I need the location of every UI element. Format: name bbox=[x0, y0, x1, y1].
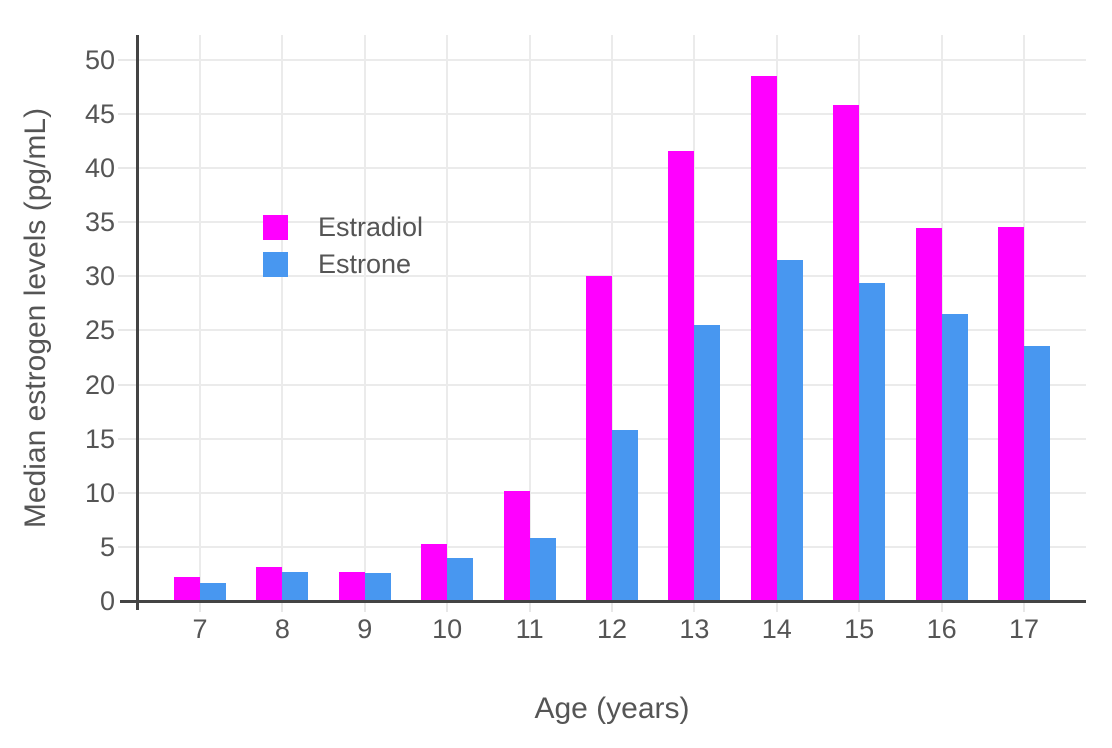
x-tick bbox=[281, 603, 284, 612]
y-tick bbox=[118, 113, 138, 115]
y-tick-label: 5 bbox=[99, 531, 115, 562]
y-tick-label: 40 bbox=[84, 153, 115, 184]
bar-estrone-age-8 bbox=[282, 571, 309, 601]
x-gridline bbox=[611, 35, 613, 601]
x-tick-label: 15 bbox=[844, 614, 875, 644]
x-gridline bbox=[281, 35, 284, 601]
x-tick-label: 7 bbox=[192, 614, 208, 644]
y-gridline bbox=[138, 383, 1086, 386]
y-gridline bbox=[138, 329, 1086, 332]
x-tick-label: 9 bbox=[357, 614, 373, 644]
estrone-color-swatch bbox=[263, 252, 288, 277]
x-tick bbox=[940, 603, 943, 612]
legend-label-estradiol: Estradiol bbox=[318, 212, 424, 242]
bar-estradiol-age-17 bbox=[998, 226, 1024, 601]
x-tick-label: 12 bbox=[596, 614, 628, 644]
y-gridline bbox=[138, 167, 1086, 170]
x-gridline bbox=[1023, 35, 1025, 601]
x-tick-label: 16 bbox=[926, 614, 957, 644]
x-tick bbox=[199, 603, 201, 612]
x-gridline bbox=[446, 35, 449, 601]
bar-estrone-age-16 bbox=[941, 314, 968, 601]
y-gridline bbox=[138, 113, 1086, 115]
y-tick-label: 30 bbox=[84, 261, 115, 292]
x-tick bbox=[775, 603, 778, 612]
y-tick-label: 0 bbox=[99, 586, 115, 616]
y-tick-label: 25 bbox=[84, 315, 115, 346]
y-tick bbox=[118, 58, 138, 61]
x-axis-title: Age (years) bbox=[534, 692, 690, 725]
bar-estradiol-age-12 bbox=[586, 276, 612, 601]
x-tick-label: 8 bbox=[274, 614, 290, 644]
bar-estrone-age-14 bbox=[776, 260, 803, 601]
y-tick bbox=[118, 329, 138, 332]
y-tick bbox=[118, 167, 138, 170]
bar-estrone-age-11 bbox=[529, 538, 556, 601]
y-tick bbox=[118, 437, 138, 440]
bar-estrone-age-10 bbox=[447, 557, 474, 601]
y-axis-title: Median estrogen levels (pg/mL) bbox=[19, 107, 52, 529]
y-tick-label: 15 bbox=[84, 423, 115, 454]
x-axis-line bbox=[120, 600, 1086, 603]
bar-estradiol-age-16 bbox=[915, 227, 942, 601]
bar-estrone-age-15 bbox=[859, 282, 886, 601]
bar-estradiol-age-10 bbox=[421, 543, 448, 601]
bar-estrone-age-13 bbox=[694, 325, 721, 601]
x-tick bbox=[693, 603, 696, 612]
x-tick bbox=[446, 603, 449, 612]
bar-estradiol-age-11 bbox=[503, 490, 530, 601]
bar-estradiol-age-14 bbox=[750, 76, 777, 601]
y-tick bbox=[118, 491, 138, 494]
estradiol-color-swatch bbox=[263, 215, 288, 240]
bar-estradiol-age-9 bbox=[338, 571, 365, 601]
x-tick bbox=[528, 603, 531, 612]
y-tick-label: 20 bbox=[84, 369, 115, 400]
x-tick bbox=[1023, 603, 1025, 612]
legend-item-estrone[interactable]: Estrone bbox=[263, 249, 423, 279]
x-gridline bbox=[528, 35, 531, 601]
bar-estradiol-age-15 bbox=[833, 105, 860, 601]
bar-estradiol-age-8 bbox=[256, 567, 283, 601]
x-tick bbox=[858, 603, 861, 612]
y-tick bbox=[118, 275, 138, 278]
bar-estrone-age-12 bbox=[612, 430, 638, 601]
y-axis-line bbox=[136, 35, 139, 610]
x-tick-label: 17 bbox=[1008, 614, 1040, 644]
y-gridline bbox=[138, 221, 1086, 224]
y-gridline bbox=[138, 275, 1086, 278]
x-tick bbox=[611, 603, 613, 612]
y-tick-label: 50 bbox=[84, 44, 115, 75]
x-gridline bbox=[199, 35, 201, 601]
x-gridline bbox=[693, 35, 696, 601]
x-gridline bbox=[363, 35, 366, 601]
legend-item-estradiol[interactable]: Estradiol bbox=[263, 212, 424, 242]
x-tick-label: 10 bbox=[432, 614, 463, 644]
y-tick bbox=[118, 221, 138, 224]
bar-estrone-age-9 bbox=[364, 572, 391, 601]
x-tick bbox=[363, 603, 366, 612]
y-tick-label: 10 bbox=[84, 477, 115, 508]
x-tick-label: 13 bbox=[679, 614, 710, 644]
y-gridline bbox=[138, 58, 1086, 61]
bar-estrone-age-17 bbox=[1024, 345, 1050, 601]
y-tick-label: 35 bbox=[84, 207, 115, 238]
y-tick bbox=[118, 545, 138, 548]
bar-estradiol-age-13 bbox=[668, 150, 695, 601]
legend: Estradiol Estrone bbox=[263, 212, 424, 289]
y-tick-label: 45 bbox=[84, 99, 115, 129]
x-tick-label: 11 bbox=[515, 614, 544, 644]
y-tick bbox=[118, 383, 138, 386]
bar-estrone-age-7 bbox=[200, 582, 226, 601]
bar-estradiol-age-7 bbox=[174, 577, 200, 601]
legend-label-estrone: Estrone bbox=[318, 249, 412, 279]
x-tick-label: 14 bbox=[761, 614, 792, 644]
